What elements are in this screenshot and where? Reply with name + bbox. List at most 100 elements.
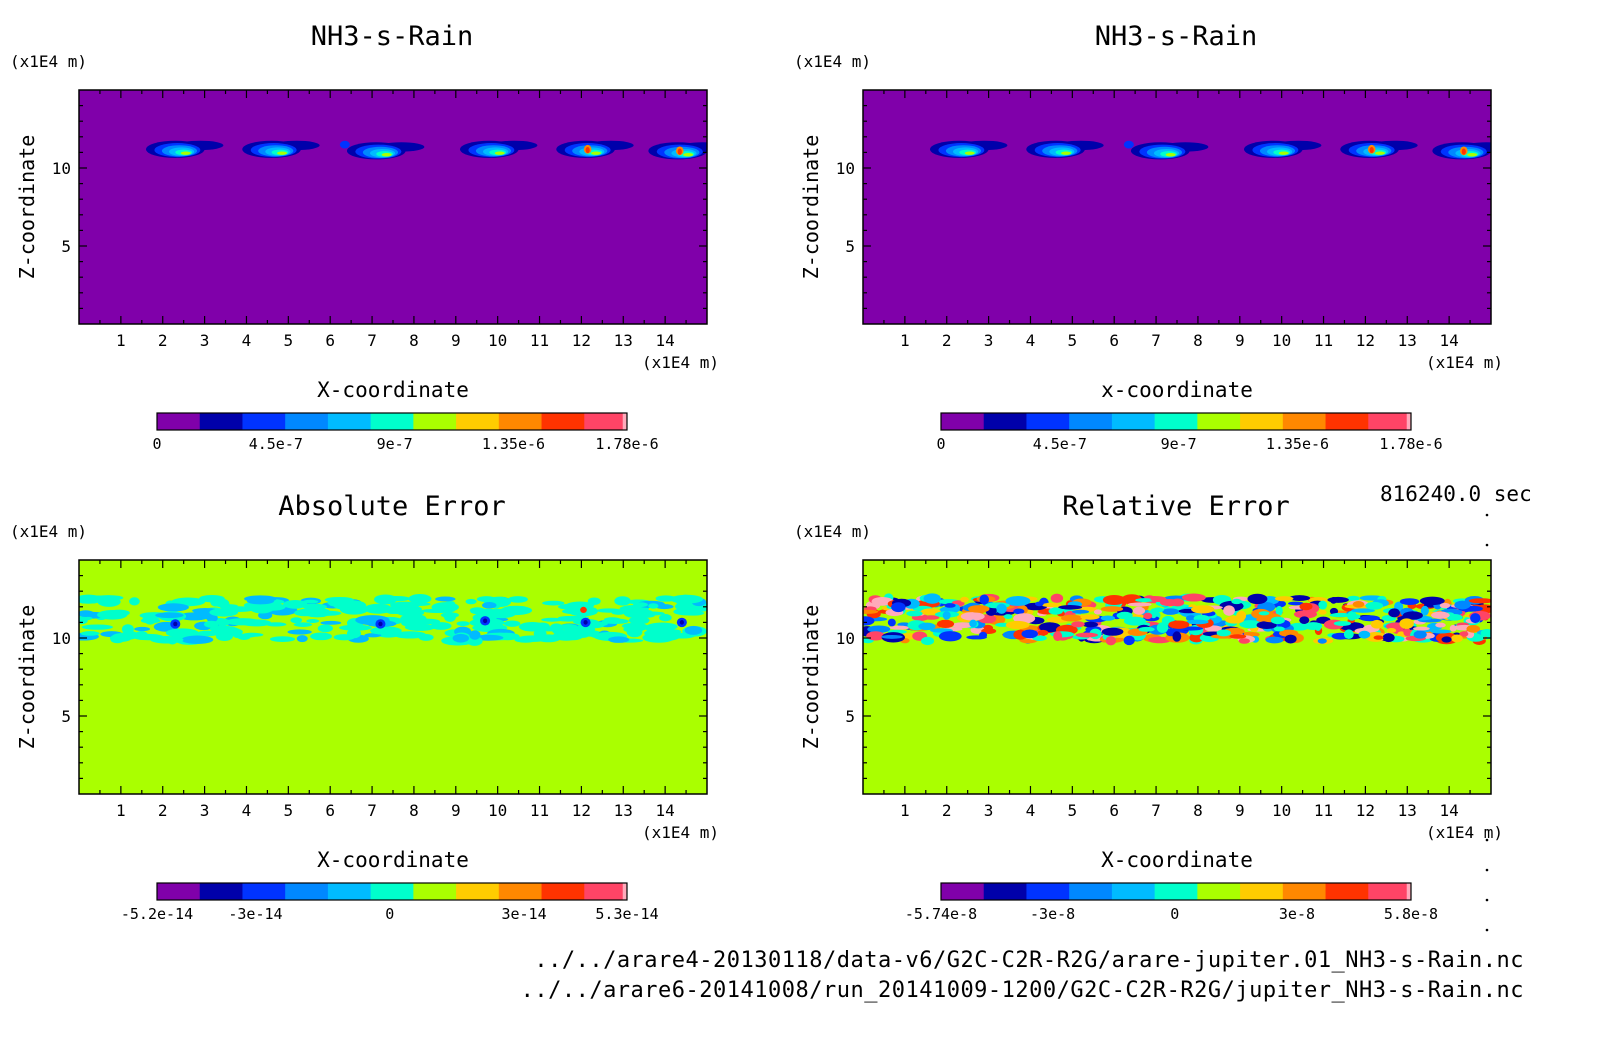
error-patch: [979, 631, 988, 639]
error-patch: [1239, 620, 1262, 629]
error-patch: [1419, 596, 1445, 606]
error-patch: [440, 604, 458, 610]
x-axis-label: x-coordinate: [1101, 378, 1253, 402]
error-patch: [633, 602, 648, 608]
error-patch: [476, 596, 497, 602]
error-patch: [250, 603, 274, 614]
error-patch: [628, 616, 650, 625]
error-patch: [290, 617, 303, 624]
error-patch: [1102, 594, 1126, 605]
x-tick-label: 8: [409, 331, 419, 350]
error-patch: [97, 609, 128, 620]
contour-cell: [591, 151, 602, 155]
error-patch: [659, 614, 672, 622]
colorbar-label: -3e-14: [228, 905, 282, 923]
error-patch: [936, 619, 955, 629]
error-patch: [1343, 629, 1354, 640]
plot-background: [79, 90, 707, 324]
error-patch: [1181, 593, 1206, 602]
error-patch: [921, 636, 935, 646]
error-patch: [1288, 595, 1311, 602]
error-patch: [944, 603, 956, 608]
error-patch: [1330, 597, 1338, 604]
error-patch: [583, 620, 588, 625]
error-patch: [614, 596, 631, 606]
y-tick-label: 5: [845, 237, 855, 256]
colorbar-segment: [370, 413, 414, 430]
x-tick-label: 10: [488, 331, 507, 350]
error-patch: [80, 631, 100, 636]
colorbar-segment: [1406, 413, 1411, 430]
contour-field: [79, 594, 707, 646]
error-patch: [969, 619, 977, 628]
x-tick-label: 6: [325, 331, 335, 350]
error-patch: [557, 603, 581, 610]
colorbar-segment: [498, 883, 543, 900]
error-patch: [1480, 629, 1491, 637]
error-patch: [1402, 611, 1423, 620]
colorbar-label: 0: [385, 905, 394, 923]
error-patch: [283, 599, 308, 609]
error-patch: [1373, 635, 1384, 640]
error-patch: [533, 628, 547, 639]
error-patch: [1265, 636, 1284, 644]
error-patch: [1191, 605, 1215, 614]
error-patch: [265, 622, 287, 627]
colorbar-segment: [941, 883, 985, 900]
error-patch: [312, 610, 342, 616]
error-patch: [155, 612, 184, 619]
error-patch: [667, 597, 692, 602]
x-tick-label: 14: [1440, 331, 1459, 350]
error-patch: [655, 604, 674, 610]
error-patch: [320, 620, 342, 625]
error-patch: [165, 628, 199, 638]
colorbar-label: 9e-7: [377, 435, 413, 453]
error-patch: [1061, 614, 1083, 622]
error-patch: [81, 624, 113, 630]
colorbar-segment: [1282, 413, 1327, 430]
error-patch: [1037, 629, 1049, 636]
colorbar-segment: [622, 413, 627, 430]
error-patch: [1072, 609, 1090, 614]
y-tick-label: 10: [836, 629, 855, 648]
error-patch: [1382, 633, 1395, 643]
colorbar-label: 4.5e-7: [1033, 435, 1087, 453]
chart-panel-1: NH3-s-Rain(x1E4 m)1 2 3 4 5 6 7 8 9 10 11 12 13 14510…: [10, 21, 719, 453]
error-patch: [863, 609, 879, 614]
error-patch: [1135, 598, 1154, 603]
error-patch: [1053, 631, 1063, 642]
error-patch: [157, 603, 189, 612]
error-patch: [1386, 627, 1397, 634]
error-patch: [110, 635, 125, 644]
colorbar-segment: [199, 413, 243, 430]
error-patch: [287, 629, 312, 635]
error-patch: [1005, 596, 1031, 606]
colorbar-segment: [1197, 413, 1241, 430]
error-patch: [587, 597, 601, 605]
error-patch: [1273, 626, 1285, 632]
x-tick-label: 12: [1356, 801, 1375, 820]
x-tick-label: 10: [488, 801, 507, 820]
x-tick-label: 6: [1109, 331, 1119, 350]
error-patch: [1318, 600, 1328, 610]
x-tick-label: 14: [656, 801, 675, 820]
x-tick-label: 13: [614, 801, 633, 820]
y-tick-label: 5: [61, 237, 71, 256]
error-patch: [1304, 622, 1323, 630]
x-tick-label: 7: [1151, 331, 1161, 350]
error-patch: [1185, 615, 1197, 622]
error-patch: [1288, 601, 1304, 606]
x-tick-label: 10: [1272, 331, 1291, 350]
error-patch: [542, 600, 565, 606]
error-patch: [1399, 618, 1414, 629]
error-patch: [1430, 629, 1452, 634]
y-tick-label: 10: [52, 629, 71, 648]
y-tick-label: 10: [52, 159, 71, 178]
error-patch: [1050, 593, 1064, 603]
x-unit-label: (x1E4 m): [1426, 823, 1503, 842]
error-patch: [1013, 608, 1025, 615]
error-patch: [891, 602, 906, 613]
error-patch: [889, 625, 910, 630]
x-tick-label: 11: [1314, 331, 1333, 350]
error-patch: [79, 610, 95, 617]
